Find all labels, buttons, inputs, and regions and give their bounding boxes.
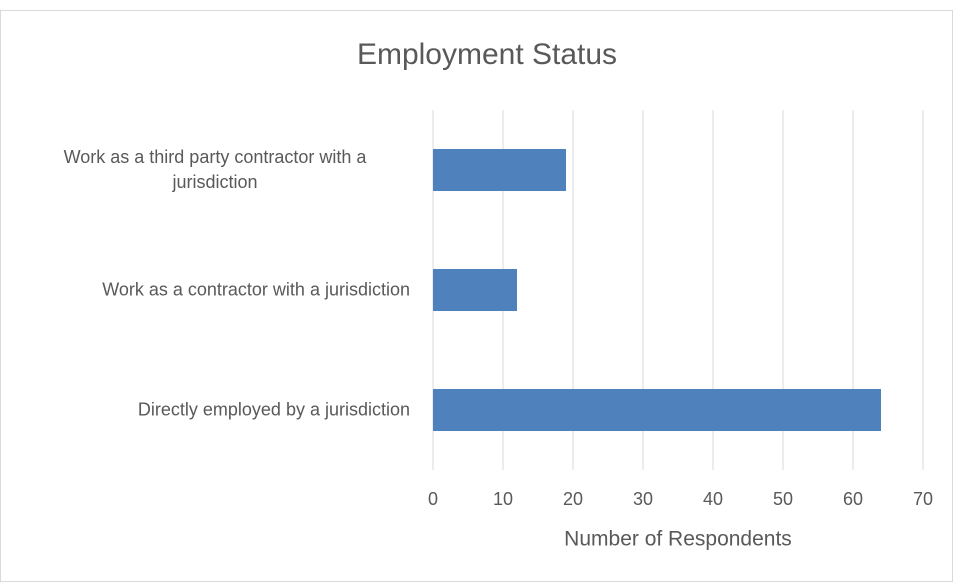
y-tick-label: Work as a third party contractor with a … (63, 146, 367, 192)
x-tick-label: 50 (773, 489, 793, 509)
bar (433, 269, 517, 311)
x-tick-label: 30 (633, 489, 653, 509)
x-tick-label: 20 (563, 489, 583, 509)
y-tick-label: Work as a contractor with a jurisdiction (102, 279, 410, 300)
y-tick-label-box: Work as a third party contractor with a … (20, 145, 410, 195)
x-tick-label: 70 (913, 489, 933, 509)
x-tick-label: 10 (493, 489, 513, 509)
x-tick-label: 0 (428, 489, 438, 509)
bar (433, 389, 881, 431)
bar (433, 149, 566, 191)
x-tick-label: 60 (843, 489, 863, 509)
y-tick-label-box: Work as a contractor with a jurisdiction (102, 277, 410, 302)
y-tick-label-box: Directly employed by a jurisdiction (138, 397, 410, 422)
x-axis-title: Number of Respondents (564, 528, 792, 551)
chart-title: Employment Status (357, 38, 617, 71)
y-tick-label: Directly employed by a jurisdiction (137, 399, 410, 420)
x-tick-label: 40 (703, 489, 723, 509)
